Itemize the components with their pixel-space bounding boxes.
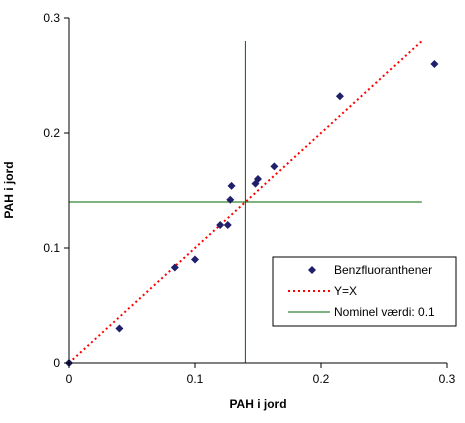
data-point [170,263,179,272]
legend-label-yx: Y=X [334,284,357,298]
data-point [335,92,344,101]
data-point [115,324,124,333]
ticks-layer: 0 0.1 0.2 0.3 0 0.1 0.2 0.3 [43,11,455,386]
x-tick-label: 0.2 [313,372,330,386]
x-tick-label: 0.3 [439,372,456,386]
x-axis-title: PAH i jord [229,397,286,411]
legend-label-nominal: Nominel værdi: 0.1 [334,305,435,319]
y-tick-label: 0.3 [43,11,60,25]
data-point [216,221,225,229]
data-point [270,162,279,171]
data-point [430,60,439,68]
y-tick-label: 0.2 [43,126,60,140]
lines-layer [68,40,423,364]
y-tick-label: 0 [53,356,60,370]
data-point [191,255,199,264]
x-tick-label: 0 [66,372,73,386]
y-axis-title: PAH i jord [2,161,16,218]
data-point [254,175,262,183]
axes-layer [68,18,447,364]
data-point [251,179,260,188]
data-point [226,195,235,204]
x-tick-label: 0.1 [187,372,204,386]
y-tick-label: 0.1 [43,241,60,255]
legend: Benzfluoranthener Y=X Nominel værdi: 0.1 [272,256,457,327]
legend-label-benzfluoranthener: Benzfluoranthener [334,263,432,277]
legend-diamond-marker [308,266,316,274]
data-point [223,221,232,229]
data-point [227,181,236,190]
